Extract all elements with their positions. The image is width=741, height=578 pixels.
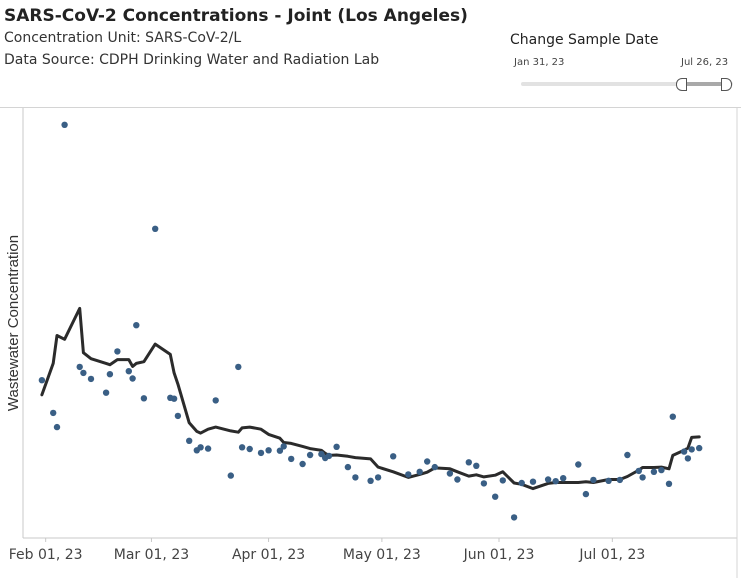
date-slider-selected-range	[681, 82, 729, 86]
trend-line	[40, 306, 701, 491]
data-point[interactable]	[80, 369, 87, 377]
data-point[interactable]	[416, 468, 423, 475]
data-point[interactable]	[170, 395, 178, 402]
data-point[interactable]	[38, 377, 46, 384]
data-point[interactable]	[465, 459, 472, 466]
x-tick-label: May 01, 23	[343, 547, 421, 563]
data-point[interactable]	[431, 463, 438, 471]
data-point[interactable]	[499, 477, 506, 484]
data-point[interactable]	[446, 470, 454, 477]
data-point[interactable]	[575, 461, 582, 468]
data-point[interactable]	[544, 476, 552, 483]
data-point[interactable]	[174, 412, 182, 420]
data-point[interactable]	[665, 480, 673, 487]
data-point[interactable]	[280, 443, 287, 450]
date-slider-end-handle[interactable]	[721, 78, 732, 91]
data-point[interactable]	[669, 413, 676, 420]
data-point[interactable]	[590, 476, 597, 484]
data-point[interactable]	[518, 479, 525, 487]
data-point[interactable]	[238, 444, 246, 451]
data-source-text: Data Source: CDPH Drinking Water and Rad…	[4, 52, 380, 68]
data-point[interactable]	[424, 458, 431, 465]
data-point[interactable]	[227, 472, 234, 479]
data-point[interactable]	[76, 363, 83, 371]
data-point[interactable]	[635, 467, 642, 475]
data-point[interactable]	[390, 453, 397, 460]
data-point[interactable]	[133, 322, 140, 329]
data-point[interactable]	[510, 514, 518, 521]
data-point[interactable]	[114, 348, 121, 355]
data-point[interactable]	[624, 451, 631, 459]
data-point[interactable]	[552, 478, 559, 485]
date-slider-title: Change Sample Date	[510, 32, 659, 48]
data-point[interactable]	[265, 447, 272, 454]
data-point[interactable]	[454, 476, 461, 483]
data-point[interactable]	[197, 444, 204, 451]
chart-title: SARS-CoV-2 Concentrations - Joint (Los A…	[4, 6, 468, 26]
data-point[interactable]	[53, 423, 61, 431]
data-point[interactable]	[405, 471, 412, 478]
data-point[interactable]	[299, 460, 306, 468]
data-point[interactable]	[257, 449, 265, 457]
data-point[interactable]	[102, 389, 110, 396]
data-point[interactable]	[152, 225, 159, 232]
data-point[interactable]	[492, 493, 499, 500]
data-point[interactable]	[650, 468, 658, 475]
data-point[interactable]	[212, 397, 219, 404]
data-point[interactable]	[288, 455, 295, 463]
data-point[interactable]	[344, 463, 352, 471]
data-point[interactable]	[106, 371, 114, 378]
data-point[interactable]	[306, 451, 314, 459]
date-slider-track[interactable]	[521, 82, 733, 86]
data-point[interactable]	[50, 409, 57, 417]
data-point[interactable]	[325, 452, 333, 460]
date-slider-end-label: Jul 26, 23	[681, 57, 729, 68]
data-points	[38, 121, 703, 521]
x-tick-label: Mar 01, 23	[114, 547, 189, 563]
data-point[interactable]	[560, 475, 567, 482]
header-divider	[0, 107, 741, 108]
data-point[interactable]	[688, 446, 695, 453]
data-point[interactable]	[367, 477, 374, 484]
data-point[interactable]	[333, 443, 340, 450]
data-point[interactable]	[61, 121, 68, 128]
x-tick-label: Jul 01, 23	[578, 547, 645, 563]
data-point[interactable]	[246, 445, 253, 453]
data-point[interactable]	[276, 447, 284, 454]
data-point[interactable]	[680, 448, 688, 455]
concentration-unit-text: Concentration Unit: SARS-CoV-2/L	[4, 30, 242, 46]
data-point[interactable]	[605, 477, 612, 484]
data-point[interactable]	[204, 445, 212, 452]
data-point[interactable]	[684, 455, 692, 462]
data-point[interactable]	[374, 474, 382, 481]
data-point[interactable]	[125, 368, 132, 375]
date-slider-start-label: Jan 31, 23	[514, 57, 565, 68]
data-point[interactable]	[658, 466, 665, 474]
data-point[interactable]	[480, 480, 488, 487]
data-point[interactable]	[582, 490, 590, 498]
x-tick-label: Feb 01, 23	[9, 547, 83, 563]
data-point[interactable]	[639, 474, 646, 481]
data-point[interactable]	[473, 462, 480, 469]
data-point[interactable]	[186, 437, 193, 444]
data-point[interactable]	[140, 395, 148, 402]
data-point[interactable]	[87, 375, 95, 383]
data-point[interactable]	[696, 444, 703, 452]
data-point[interactable]	[529, 478, 537, 485]
date-slider-start-handle[interactable]	[676, 78, 687, 91]
scatter-chart: Wastewater Concentration Feb 01, 23 Mar 0…	[5, 108, 738, 578]
x-axis-ticks: Feb 01, 23 Mar 01, 23 Apr 01, 23 May 01, 23…	[9, 538, 645, 563]
data-point[interactable]	[616, 476, 624, 484]
x-tick-label: Apr 01, 23	[232, 547, 305, 563]
data-point[interactable]	[352, 474, 359, 481]
data-point[interactable]	[235, 363, 242, 371]
x-tick-label: Jun 01, 23	[463, 547, 535, 563]
data-point[interactable]	[129, 375, 136, 382]
y-axis-label: Wastewater Concentration	[5, 235, 22, 411]
